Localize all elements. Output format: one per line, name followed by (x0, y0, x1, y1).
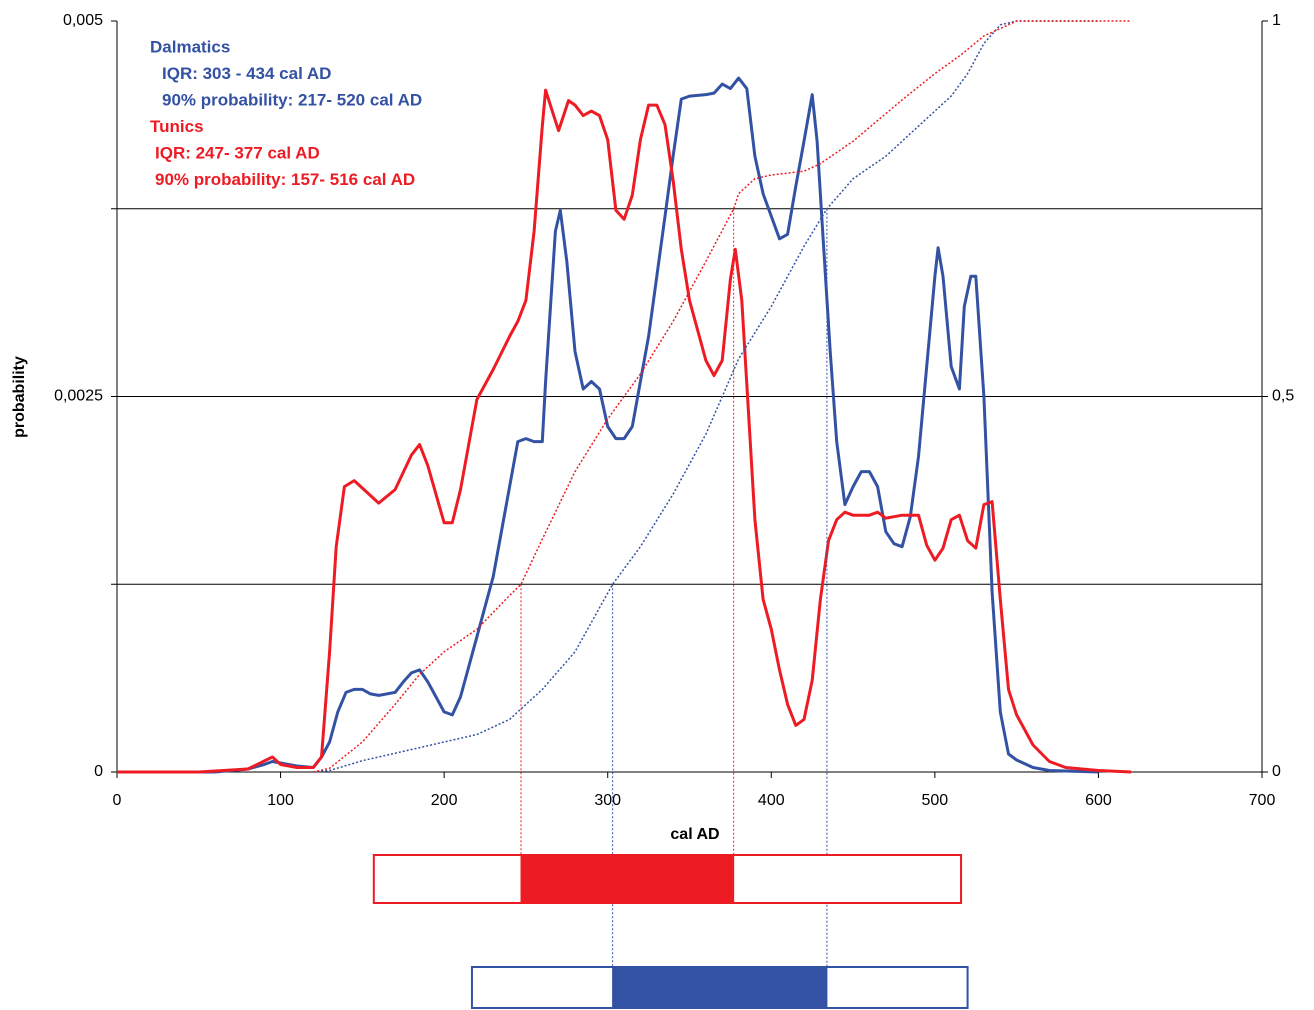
x-tick-label: 400 (758, 792, 785, 809)
y-tick-label: 0,0025 (54, 388, 103, 405)
annotation-title: Tunics (150, 117, 204, 136)
y-tick-label: 0,005 (63, 12, 103, 29)
x-tick-label: 500 (922, 792, 949, 809)
y2-tick-label: 0 (1272, 763, 1281, 780)
x-tick-label: 300 (594, 792, 621, 809)
density-line (117, 88, 1132, 774)
x-tick-label: 100 (267, 792, 294, 809)
x-axis-label: cal AD (670, 826, 719, 843)
annotation: IQR: 247- 377 cal AD (155, 143, 320, 162)
cumulative-line (313, 20, 1132, 773)
annotation: 90% probability: 157- 516 cal AD (155, 170, 415, 189)
y2-tick-label: 0,5 (1272, 388, 1294, 405)
x-tick-label: 700 (1249, 792, 1276, 809)
x-tick-label: 200 (431, 792, 458, 809)
y-axis-label: probability (11, 356, 28, 438)
iqr-range (520, 854, 735, 904)
y-tick-label: 0 (94, 763, 103, 780)
annotation-title: Dalmatics (150, 37, 230, 56)
y2-tick-label: 1 (1272, 12, 1281, 29)
cumulative-line (313, 20, 1099, 773)
x-tick-label: 0 (113, 792, 122, 809)
iqr-range (612, 966, 828, 1009)
x-tick-label: 600 (1085, 792, 1112, 809)
annotation: IQR: 303 - 434 cal AD (162, 64, 331, 83)
density-line (117, 76, 1099, 774)
annotation: 90% probability: 217- 520 cal AD (162, 90, 422, 109)
